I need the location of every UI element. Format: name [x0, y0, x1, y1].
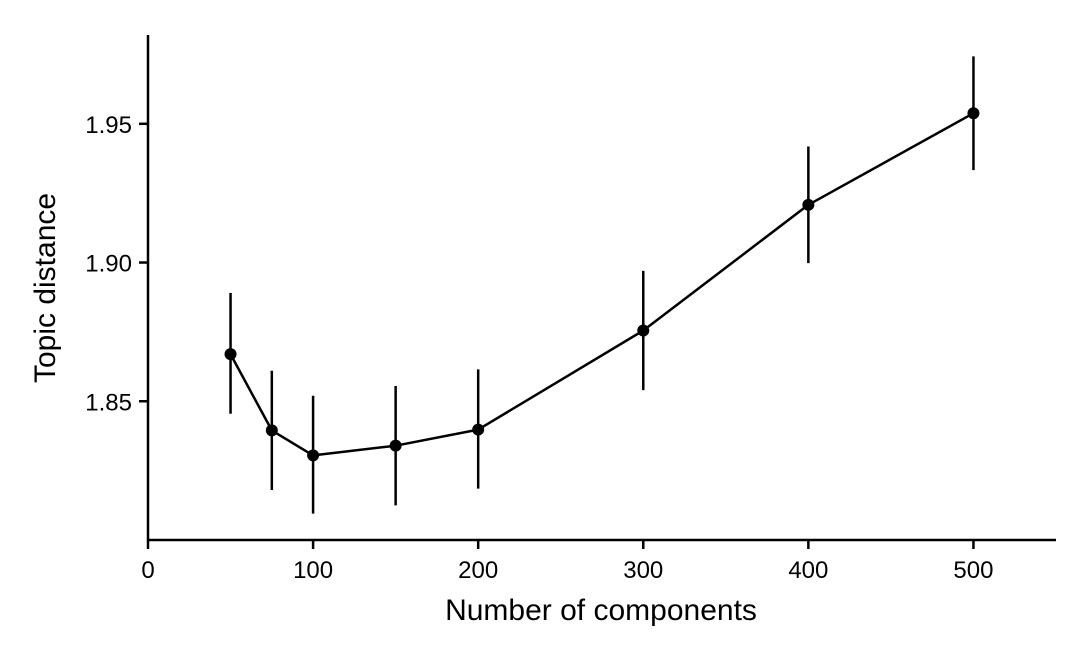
x-tick-label: 400 [788, 557, 828, 584]
data-point [389, 439, 402, 452]
data-point [472, 423, 485, 436]
x-tick-label: 200 [458, 557, 498, 584]
axes [146, 35, 1056, 542]
data-point [265, 424, 278, 437]
series-line [229, 112, 975, 457]
data-point [967, 107, 980, 120]
y-axis-title: Topic distance [29, 193, 62, 383]
data-point [307, 449, 320, 462]
data-point [224, 348, 237, 361]
x-tick-label: 500 [953, 557, 993, 584]
x-axis-title: Number of components [445, 594, 757, 627]
y-tick-label: 1.90 [85, 251, 132, 278]
data-point [637, 324, 650, 337]
y-tick-label: 1.85 [85, 389, 132, 416]
x-tick-label: 0 [141, 557, 154, 584]
x-tick-label: 100 [293, 557, 333, 584]
y-tick-label: 1.95 [85, 112, 132, 139]
ticks: 0 100 200 300 400 500 1.85 1.90 1.95 [85, 112, 993, 584]
error-bars [229, 56, 975, 514]
data-point [802, 198, 815, 211]
x-tick-label: 300 [623, 557, 663, 584]
series-line-group [229, 112, 975, 457]
markers [224, 107, 980, 462]
